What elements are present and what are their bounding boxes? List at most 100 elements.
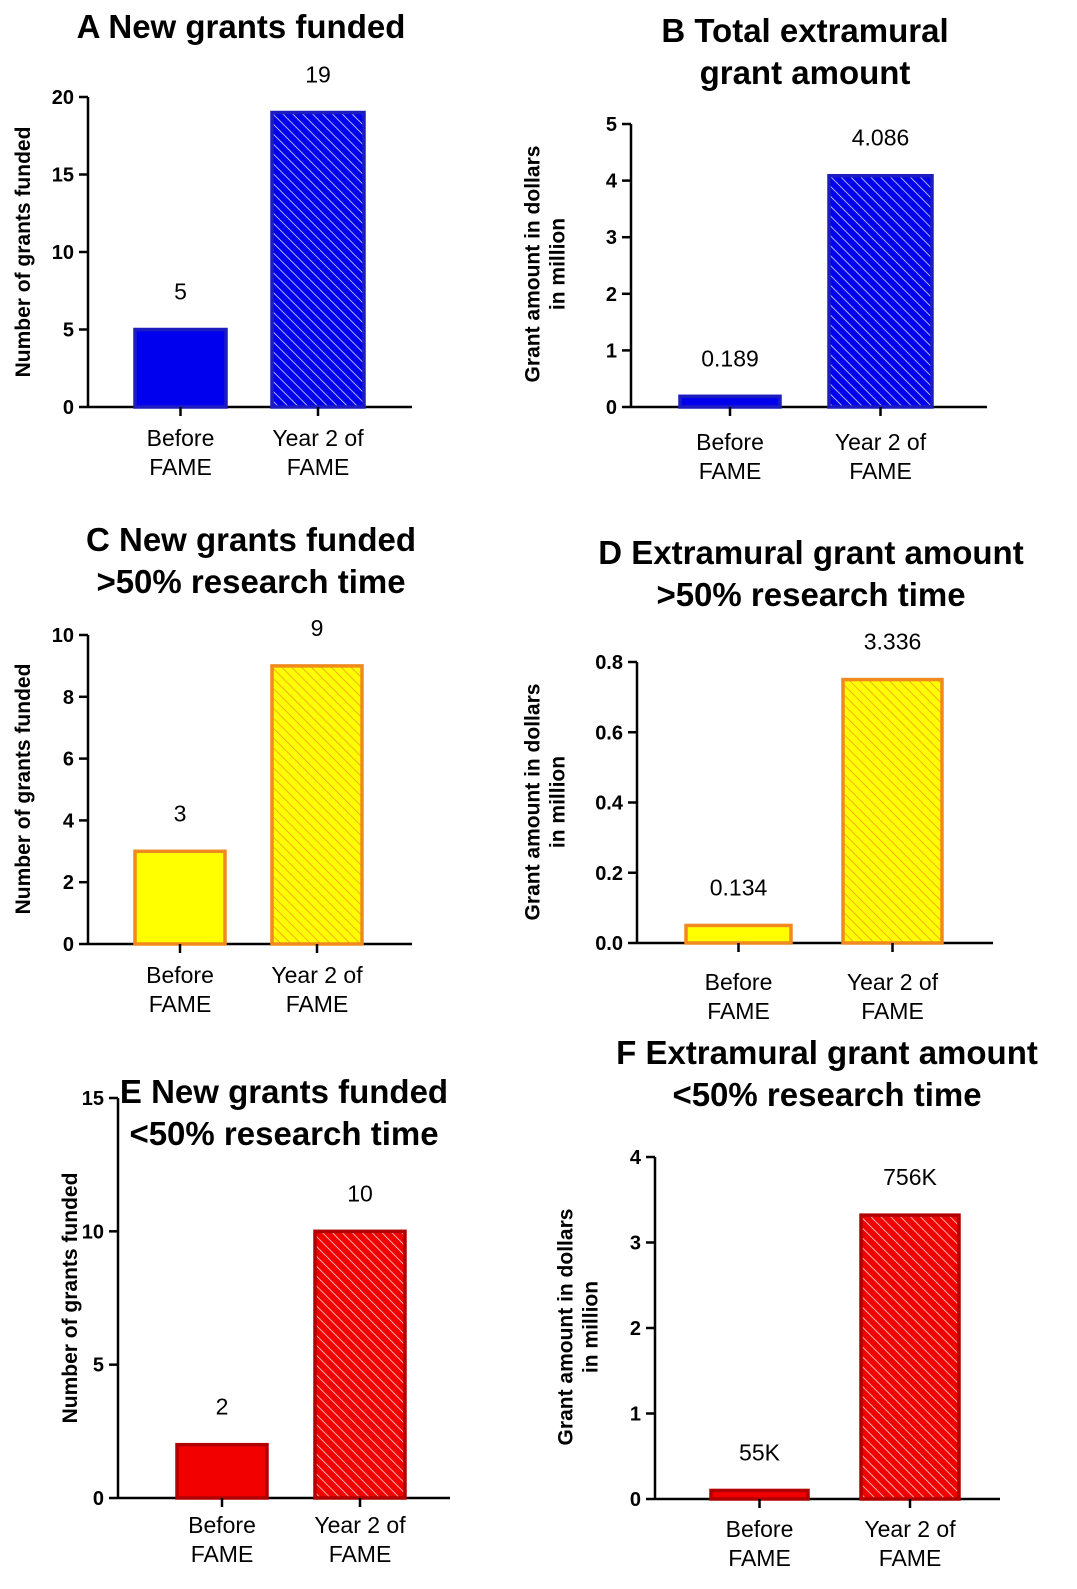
y-tick-label-a: 15: [52, 165, 74, 187]
x-tick-label-c: FAME: [149, 991, 212, 1017]
chart-title-c-line-2: >50% research time: [96, 563, 405, 600]
data-label-b: 4.086: [852, 125, 910, 151]
chart-title-d-line-2: >50% research time: [656, 576, 965, 613]
y-tick-label-e: 10: [82, 1221, 104, 1243]
x-tick-label-c: Before: [146, 962, 214, 988]
y-tick-label-d: 0.8: [595, 652, 623, 674]
y-tick-label-a: 5: [63, 320, 74, 342]
x-tick-label-b: Year 2 of: [835, 429, 927, 455]
data-label-e: 10: [347, 1180, 373, 1206]
data-label-a: 19: [305, 62, 331, 88]
bar-b-before-fame: [678, 394, 782, 409]
x-tick-label-e: FAME: [329, 1541, 392, 1567]
data-label-c: 3: [174, 800, 187, 826]
panel-f: F Extramural grant amount <50% research t…: [555, 1034, 1038, 1571]
x-tick-label-d: Before: [705, 969, 773, 995]
bar-a-year2-fame: [270, 110, 366, 409]
y-tick-label-c: 0: [63, 934, 74, 956]
x-tick-label-a: FAME: [149, 454, 212, 480]
y-axis-label-c: Number of grants funded: [12, 664, 35, 915]
y-tick-label-c: 2: [63, 872, 74, 894]
y-tick-label-b: 2: [606, 284, 617, 306]
y-tick-label-a: 10: [52, 242, 74, 264]
chart-title-c: C New grants funded: [86, 521, 416, 558]
y-axis-label-a: Number of grants funded: [12, 127, 35, 378]
y-tick-label-d: 0.6: [595, 722, 623, 744]
chart-title-d: D Extramural grant amount: [598, 534, 1023, 571]
bar-e-before-fame: [175, 1442, 269, 1500]
y-tick-label-b: 0: [606, 397, 617, 419]
x-tick-label-e: Before: [188, 1512, 256, 1538]
y-tick-label-a: 20: [52, 87, 74, 109]
panel-d: D Extramural grant amount >50% research t…: [522, 534, 1024, 1024]
y-tick-label-e: 15: [82, 1088, 104, 1110]
data-label-f: 55K: [739, 1439, 781, 1465]
y-axis-label-e: Number of grants funded: [59, 1173, 82, 1424]
y-tick-label-f: 0: [630, 1489, 641, 1511]
x-tick-label-a: FAME: [287, 454, 350, 480]
y-tick-label-c: 8: [63, 687, 74, 709]
x-tick-label-c: Year 2 of: [271, 962, 363, 988]
data-label-b: 0.189: [701, 345, 759, 371]
x-tick-label-b: FAME: [699, 458, 762, 484]
x-tick-label-f: FAME: [728, 1545, 791, 1571]
y-tick-label-b: 1: [606, 340, 617, 362]
y-axis-label-f-line-2: in million: [580, 1281, 603, 1373]
y-tick-label-f: 1: [630, 1404, 641, 1426]
y-axis-label-f: Grant amount in dollars: [555, 1209, 578, 1446]
data-label-e: 2: [216, 1394, 229, 1420]
y-tick-label-c: 4: [63, 810, 75, 832]
y-axis-label-b-line-2: in million: [547, 218, 570, 310]
y-tick-label-f: 2: [630, 1318, 641, 1340]
x-tick-label-d: FAME: [861, 998, 924, 1024]
bar-d-year2-fame: [841, 677, 944, 945]
x-tick-label-b: Before: [696, 429, 764, 455]
panel-c: C New grants funded >50% research time Num…: [12, 521, 416, 1017]
bar-a-before-fame: [133, 327, 228, 409]
bar-c-year2-fame: [270, 664, 364, 946]
bar-e-year2-fame: [313, 1229, 407, 1500]
x-tick-label-f: Year 2 of: [864, 1516, 956, 1542]
data-label-d: 3.336: [864, 629, 922, 655]
bar-f-before-fame: [709, 1488, 810, 1501]
y-tick-label-f: 3: [630, 1233, 641, 1255]
y-tick-label-b: 4: [606, 171, 618, 193]
x-tick-label-b: FAME: [849, 458, 912, 484]
y-axis-label-d: Grant amount in dollars: [522, 684, 545, 921]
y-axis-label-d-line-2: in million: [547, 756, 570, 848]
y-tick-label-e: 5: [93, 1355, 104, 1377]
x-tick-label-c: FAME: [286, 991, 349, 1017]
bar-c-before-fame: [133, 849, 227, 946]
chart-title-b: B Total extramural: [661, 12, 948, 49]
bar-f-year2-fame: [859, 1213, 961, 1501]
y-tick-label-e: 0: [93, 1488, 104, 1510]
x-tick-label-e: Year 2 of: [314, 1512, 406, 1538]
x-tick-label-a: Year 2 of: [272, 425, 364, 451]
y-tick-label-d: 0.4: [595, 793, 624, 815]
chart-title-e: E New grants funded: [120, 1073, 448, 1110]
x-tick-label-f: FAME: [879, 1545, 942, 1571]
x-tick-label-f: Before: [726, 1516, 794, 1542]
y-tick-label-b: 3: [606, 227, 617, 249]
chart-title-f-line-2: <50% research time: [672, 1076, 981, 1113]
panel-b: B Total extramural grant amount Grant amou…: [522, 12, 987, 484]
chart-title-b-line-2: grant amount: [700, 54, 911, 91]
chart-title-a: A New grants funded: [77, 8, 406, 45]
chart-title-e-line-2: <50% research time: [129, 1115, 438, 1152]
panel-e: E New grants funded <50% research time Num…: [59, 1073, 450, 1567]
x-tick-label-a: Before: [147, 425, 215, 451]
data-label-d: 0.134: [710, 874, 768, 900]
data-label-a: 5: [174, 279, 187, 305]
y-axis-label-b: Grant amount in dollars: [522, 146, 545, 383]
y-tick-label-f: 4: [630, 1147, 642, 1169]
bar-b-year2-fame: [827, 173, 934, 409]
y-tick-label-c: 10: [52, 625, 74, 647]
y-tick-label-b: 5: [606, 114, 617, 136]
panel-a: A New grants funded Number of grants fund…: [12, 8, 412, 480]
y-tick-label-a: 0: [63, 397, 74, 419]
y-tick-label-d: 0.2: [595, 863, 623, 885]
y-tick-label-c: 6: [63, 749, 74, 771]
y-tick-label-d: 0.0: [595, 933, 623, 955]
chart-title-f: F Extramural grant amount: [616, 1034, 1038, 1071]
